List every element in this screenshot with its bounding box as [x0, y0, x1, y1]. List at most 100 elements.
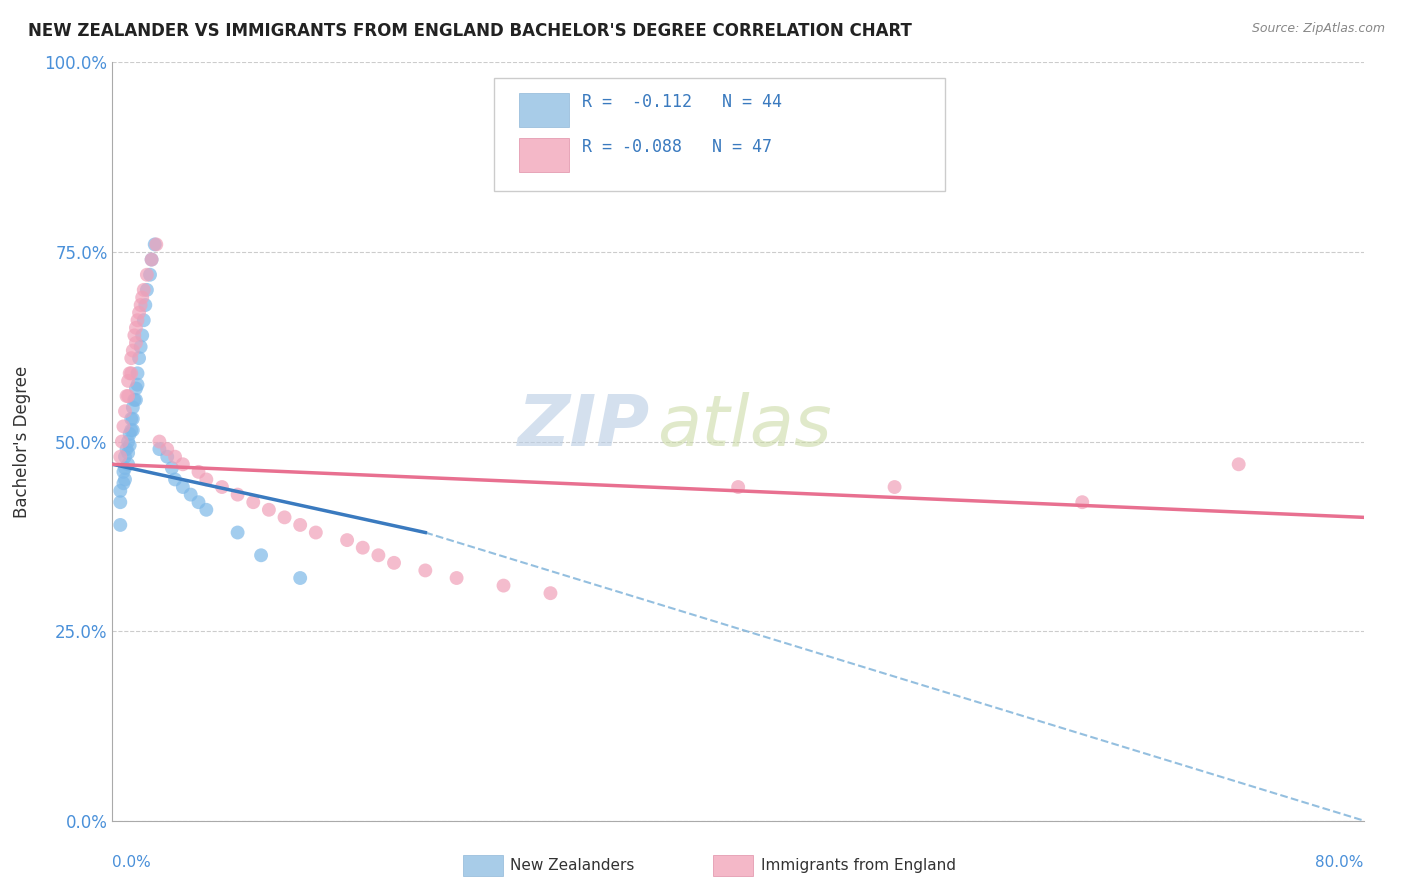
- Point: [195, 473, 218, 487]
- Point: [131, 291, 153, 305]
- Text: 0.0%: 0.0%: [112, 855, 152, 870]
- Point: [117, 434, 139, 449]
- Point: [135, 268, 157, 282]
- Point: [132, 313, 155, 327]
- Point: [305, 525, 328, 540]
- Point: [727, 480, 749, 494]
- Text: NEW ZEALANDER VS IMMIGRANTS FROM ENGLAND BACHELOR'S DEGREE CORRELATION CHART: NEW ZEALANDER VS IMMIGRANTS FROM ENGLAND…: [28, 22, 912, 40]
- Point: [135, 283, 157, 297]
- Point: [128, 351, 150, 366]
- Point: [117, 389, 139, 403]
- Point: [117, 374, 139, 388]
- Point: [124, 328, 146, 343]
- Point: [156, 450, 179, 464]
- Point: [120, 412, 142, 426]
- Point: [120, 351, 142, 366]
- Point: [132, 283, 155, 297]
- Bar: [519, 138, 569, 172]
- Point: [226, 525, 249, 540]
- Point: [180, 487, 202, 501]
- Point: [121, 401, 143, 415]
- Point: [367, 548, 389, 563]
- Text: R = -0.088   N = 47: R = -0.088 N = 47: [582, 138, 772, 156]
- Bar: [713, 855, 754, 876]
- Point: [163, 473, 186, 487]
- Point: [143, 237, 166, 252]
- Point: [115, 389, 138, 403]
- Point: [145, 237, 167, 252]
- Point: [121, 343, 143, 358]
- Text: ZIP: ZIP: [519, 392, 651, 461]
- Point: [120, 366, 142, 380]
- Point: [131, 328, 153, 343]
- Point: [1227, 458, 1250, 472]
- Point: [352, 541, 374, 555]
- Point: [112, 476, 135, 491]
- Point: [250, 548, 273, 563]
- Point: [128, 305, 150, 319]
- Point: [156, 442, 179, 457]
- Point: [118, 427, 141, 442]
- Point: [110, 517, 132, 532]
- Text: atlas: atlas: [657, 392, 831, 461]
- Point: [125, 392, 148, 407]
- Point: [336, 533, 359, 548]
- Point: [111, 434, 134, 449]
- Point: [115, 442, 138, 457]
- Point: [127, 313, 149, 327]
- Point: [110, 450, 132, 464]
- Point: [125, 320, 148, 334]
- Point: [110, 483, 132, 498]
- Point: [290, 571, 312, 585]
- Text: Source: ZipAtlas.com: Source: ZipAtlas.com: [1251, 22, 1385, 36]
- Point: [112, 419, 135, 434]
- Point: [195, 503, 218, 517]
- Point: [242, 495, 264, 509]
- Point: [114, 473, 136, 487]
- Point: [160, 461, 183, 475]
- Point: [187, 495, 209, 509]
- Point: [127, 377, 149, 392]
- Point: [129, 340, 152, 354]
- Point: [446, 571, 468, 585]
- Text: 80.0%: 80.0%: [1316, 855, 1364, 870]
- Point: [124, 392, 146, 407]
- Point: [141, 252, 163, 267]
- Point: [118, 366, 141, 380]
- Text: New Zealanders: New Zealanders: [510, 858, 634, 873]
- Point: [114, 461, 136, 475]
- Point: [211, 480, 233, 494]
- Point: [125, 335, 148, 350]
- Point: [226, 487, 249, 501]
- Point: [118, 438, 141, 452]
- Point: [172, 458, 194, 472]
- Point: [492, 579, 515, 593]
- Y-axis label: Bachelor's Degree: Bachelor's Degree: [13, 366, 31, 517]
- Point: [141, 252, 163, 267]
- Point: [172, 480, 194, 494]
- Point: [112, 465, 135, 479]
- Text: R =  -0.112   N = 44: R = -0.112 N = 44: [582, 93, 782, 111]
- Point: [127, 366, 149, 380]
- Point: [148, 434, 170, 449]
- Point: [148, 442, 170, 457]
- Point: [883, 480, 905, 494]
- Point: [290, 517, 312, 532]
- Point: [117, 458, 139, 472]
- Point: [415, 564, 437, 578]
- Point: [540, 586, 562, 600]
- Text: Immigrants from England: Immigrants from England: [761, 858, 956, 873]
- Point: [114, 404, 136, 418]
- Point: [382, 556, 405, 570]
- Point: [114, 450, 136, 464]
- Point: [257, 503, 280, 517]
- Point: [1071, 495, 1094, 509]
- FancyBboxPatch shape: [494, 78, 945, 191]
- Point: [121, 412, 143, 426]
- Point: [125, 382, 148, 396]
- Point: [120, 423, 142, 437]
- Point: [121, 423, 143, 437]
- Point: [273, 510, 295, 524]
- Point: [163, 450, 186, 464]
- Bar: [463, 855, 503, 876]
